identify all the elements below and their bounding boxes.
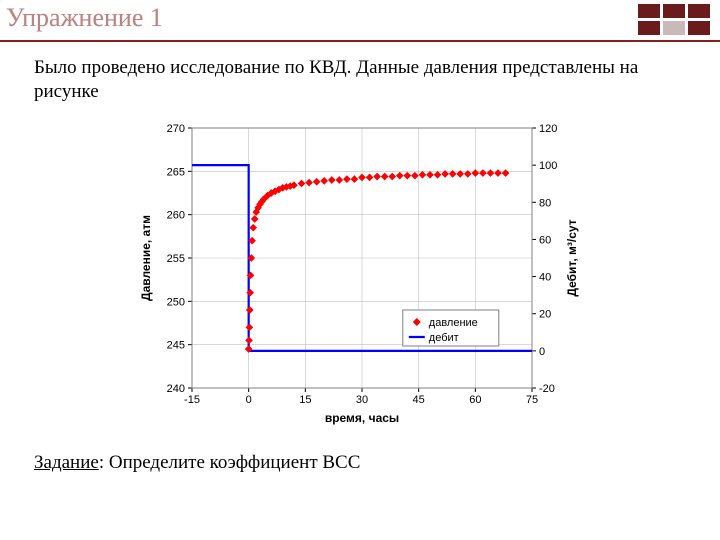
intro-paragraph: Было проведено исследование по КВД. Данн… — [0, 42, 720, 110]
svg-text:45: 45 — [413, 394, 425, 406]
slide-title: Упражнение 1 — [0, 0, 720, 36]
svg-text:0: 0 — [246, 394, 252, 406]
svg-text:40: 40 — [539, 271, 551, 283]
svg-text:80: 80 — [539, 197, 551, 209]
svg-text:Давление, атм: Давление, атм — [139, 214, 153, 300]
task-label: Задание — [34, 452, 99, 473]
svg-text:дебит: дебит — [429, 332, 459, 344]
svg-text:250: 250 — [167, 296, 185, 308]
svg-text:120: 120 — [539, 123, 557, 135]
svg-text:100: 100 — [539, 160, 557, 172]
svg-text:245: 245 — [167, 339, 185, 351]
svg-text:240: 240 — [167, 383, 185, 395]
slide-title-bar: Упражнение 1 — [0, 0, 720, 42]
svg-text:-20: -20 — [539, 383, 555, 395]
svg-text:270: 270 — [167, 123, 185, 135]
svg-text:30: 30 — [356, 394, 368, 406]
svg-text:Дебит, м³/сут: Дебит, м³/сут — [565, 219, 579, 296]
svg-text:265: 265 — [167, 166, 185, 178]
svg-text:60: 60 — [469, 394, 481, 406]
svg-text:15: 15 — [299, 394, 311, 406]
svg-text:260: 260 — [167, 209, 185, 221]
svg-text:60: 60 — [539, 234, 551, 246]
title-decor-grid — [638, 4, 710, 35]
svg-text:75: 75 — [526, 394, 538, 406]
pressure-debit-chart: -15 0 15 30 45 60 75 240 245 250 255 260 265 270 -20 0 2… — [130, 118, 590, 428]
task-line: Задание: Определите коэффициент ВСС — [0, 428, 720, 474]
svg-text:время, часы: время, часы — [325, 411, 399, 425]
svg-text:20: 20 — [539, 308, 551, 320]
svg-text:0: 0 — [539, 345, 545, 357]
svg-text:255: 255 — [167, 253, 185, 265]
task-text: : Определите коэффициент ВСС — [99, 452, 361, 473]
svg-text:-15: -15 — [184, 394, 200, 406]
svg-text:давление: давление — [429, 317, 478, 329]
